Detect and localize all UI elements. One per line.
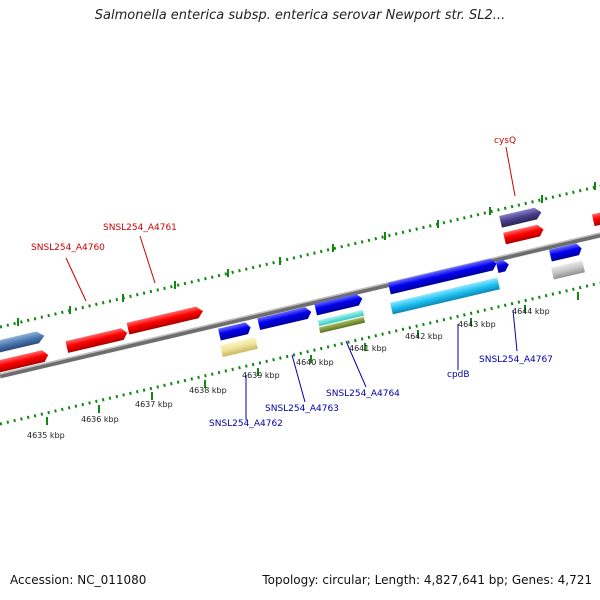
scale-label-4639: 4639 kbp (242, 371, 280, 380)
gene-label-a4762[interactable]: SNSL254_A4762 (209, 419, 283, 429)
leader-a4760 (65, 257, 87, 302)
scale-label-4641: 4641 kbp (349, 344, 387, 353)
gene-partial-steel-forward[interactable] (0, 330, 46, 356)
gene-partial-red-right[interactable] (591, 209, 600, 227)
page-title: Salmonella enterica subsp. enterica sero… (94, 8, 506, 23)
gene-a4767-blue[interactable] (549, 243, 583, 262)
gene-label-cpdb[interactable]: cpdB (447, 370, 470, 380)
gene-a4764-blue[interactable] (314, 293, 363, 316)
gene-label-a4767[interactable]: SNSL254_A4767 (479, 355, 553, 365)
gene-a4762[interactable] (220, 337, 258, 357)
scale-label-4636: 4636 kbp (81, 415, 119, 424)
gene-label-a4763[interactable]: SNSL254_A4763 (265, 404, 339, 414)
gene-a4764-teal[interactable] (317, 309, 365, 327)
scale-label-4643: 4643 kbp (458, 320, 496, 329)
gene-partial-red-left[interactable] (0, 349, 50, 377)
gene-a4762-blue[interactable] (218, 322, 252, 341)
scale-label-4635: 4635 kbp (27, 431, 65, 440)
gene-small-blue-arrow[interactable] (495, 259, 510, 273)
scale-label-4640: 4640 kbp (296, 358, 334, 367)
gene-cpdb[interactable] (390, 277, 500, 315)
leader-cysq (505, 146, 516, 197)
leader-a4764 (345, 340, 367, 388)
gene-label-a4760[interactable]: SNSL254_A4760 (31, 243, 105, 253)
scale-label-4637: 4637 kbp (135, 400, 173, 409)
gene-a4761[interactable] (126, 305, 205, 335)
scale-label-4638: 4638 kbp (189, 386, 227, 395)
reverse-genes (0, 243, 585, 377)
lower-major-ticks (46, 292, 579, 425)
gene-a4764[interactable] (318, 316, 366, 334)
upper-tick-track (0, 182, 600, 329)
gene-cysq-purple[interactable] (499, 206, 543, 228)
gene-label-cysq[interactable]: cysQ (494, 136, 516, 146)
scale-label-4644: 4644 kbp (512, 307, 550, 316)
gene-a4763[interactable] (257, 306, 312, 331)
scale-labels: 4635 kbp 4636 kbp 4637 kbp 4638 kbp 4639… (27, 307, 550, 440)
leader-a4761 (139, 235, 156, 284)
scale-label-4642: 4642 kbp (405, 332, 443, 341)
accession-text: Accession: NC_011080 (10, 573, 147, 587)
gene-a4767[interactable] (551, 260, 585, 280)
gene-label-a4764[interactable]: SNSL254_A4764 (326, 389, 400, 399)
gene-cpdb-blue[interactable] (388, 258, 498, 295)
forward-genes (0, 206, 600, 356)
genome-backbone (0, 232, 600, 379)
lower-tick-track (0, 281, 600, 426)
upper-tick-dots (0, 184, 600, 329)
lower-tick-dots (0, 281, 600, 426)
label-leader-lines (65, 146, 518, 420)
gene-a4760[interactable] (65, 327, 128, 353)
gene-cysq[interactable] (503, 224, 545, 245)
leader-a4763 (291, 354, 306, 403)
leader-a4767 (512, 309, 518, 352)
topology-text: Topology: circular; Length: 4,827,641 bp… (262, 573, 592, 587)
upper-major-ticks (17, 182, 596, 326)
gene-labels: SNSL254_A4760 SNSL254_A4761 cysQ SNSL254… (31, 136, 553, 429)
gene-label-a4761[interactable]: SNSL254_A4761 (103, 223, 177, 233)
